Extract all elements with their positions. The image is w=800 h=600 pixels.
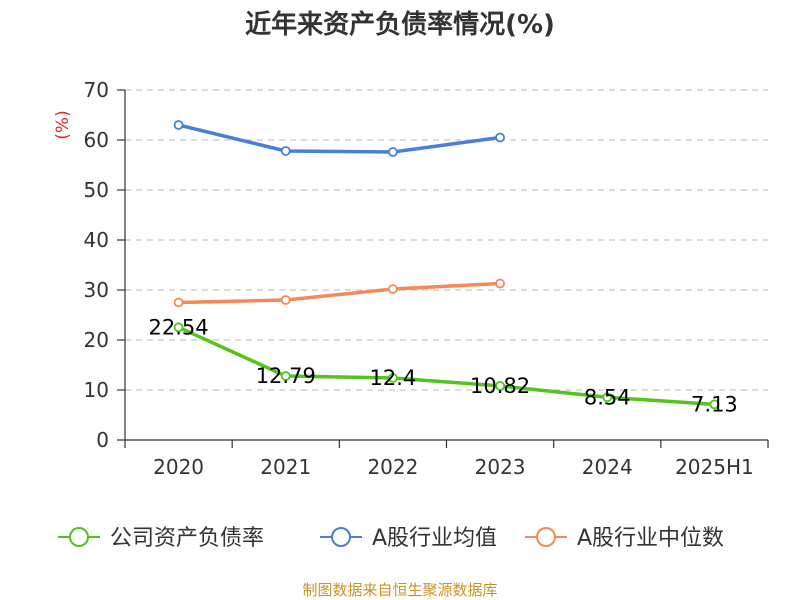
series-point-1 [173, 120, 184, 130]
series-line-0 [177, 325, 715, 407]
data-label: 22.54 [149, 315, 209, 339]
chart-title: 近年来资产负债率情况(%) [245, 9, 555, 40]
data-label: 8.54 [584, 385, 631, 409]
series-line-2 [178, 281, 501, 305]
legend-marker-2 [536, 527, 556, 547]
y-tick-label: 20 [84, 328, 109, 352]
series-point-0 [388, 373, 398, 383]
y-tick-label: 70 [84, 78, 109, 102]
data-label: 12.4 [370, 366, 417, 390]
x-tick-label: 2022 [367, 455, 418, 479]
x-tick-label: 2020 [153, 455, 204, 479]
series-point-0 [173, 322, 184, 333]
x-tick-label: 2025H1 [675, 455, 754, 479]
y-axis-unit: (%) [53, 110, 73, 139]
data-labels: 22.54 12.79 12.4 10.82 8.54 7.13 [149, 315, 738, 416]
series-lines [173, 120, 720, 410]
x-tick-label: 2021 [260, 455, 311, 479]
series-point-2 [388, 284, 398, 294]
source-footer: 制图数据来自恒生聚源数据库 [302, 581, 497, 599]
series-point-1 [388, 147, 398, 157]
legend-marker-1 [331, 527, 351, 547]
legend-label-0: 公司资产负债率 [110, 526, 264, 551]
series-point-0 [280, 371, 291, 381]
x-tick-label: 2023 [475, 455, 526, 479]
y-tick-label: 10 [84, 378, 109, 402]
y-tick-label: 0 [96, 428, 109, 452]
y-tick-label: 60 [84, 128, 109, 152]
series-point-2 [280, 295, 291, 305]
x-tick-label: 2024 [582, 455, 633, 479]
series-point-0 [602, 392, 613, 403]
axes: 0 10 20 30 40 50 60 70 2020 2021 2022 2023 2024 2025H… [84, 78, 769, 479]
legend-marker-0 [69, 527, 89, 547]
series-point-0 [495, 380, 505, 391]
grid-lines [125, 89, 768, 391]
y-tick-label: 30 [84, 278, 109, 302]
legend: 公司资产负债率 A股行业均值 A股行业中位数 [58, 526, 724, 551]
series-point-2 [173, 297, 184, 308]
series-point-1 [280, 146, 291, 156]
series-point-0 [709, 399, 720, 410]
legend-label-1: A股行业均值 [372, 526, 497, 551]
legend-label-2: A股行业中位数 [577, 526, 724, 551]
data-label: 12.79 [256, 364, 316, 388]
y-tick-label: 40 [84, 228, 109, 252]
series-point-1 [495, 132, 505, 143]
series-line-1 [178, 123, 501, 154]
data-label: 7.13 [691, 392, 738, 416]
y-tick-label: 50 [84, 178, 109, 202]
data-label: 10.82 [470, 374, 530, 398]
series-point-2 [495, 278, 505, 289]
